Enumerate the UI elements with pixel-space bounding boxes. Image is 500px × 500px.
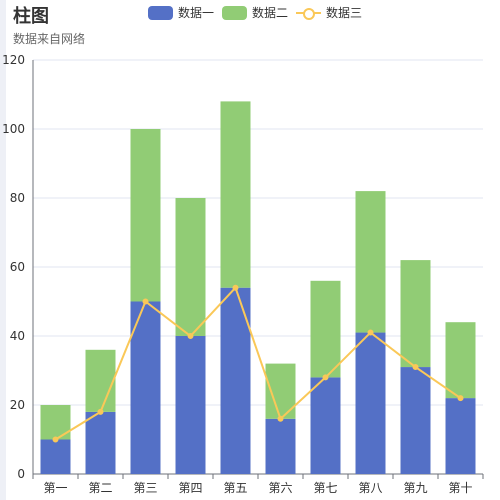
bar-series-1	[265, 418, 296, 474]
y-tick-label: 20	[10, 398, 25, 412]
legend-label-series-1: 数据一	[178, 6, 215, 20]
line-point-series-3	[322, 374, 329, 381]
left-edge-strip	[0, 0, 6, 500]
legend-item-series-1[interactable]: 数据一	[148, 4, 214, 21]
x-tick-label: 第六	[268, 481, 292, 495]
bar-series-2	[130, 129, 161, 302]
line-point-series-3	[367, 329, 374, 336]
legend-item-series-2[interactable]: 数据二	[222, 4, 288, 21]
legend-item-series-3[interactable]: 数据三	[296, 4, 362, 21]
legend-swatch-series-3	[296, 6, 322, 20]
legend-label-series-3: 数据三	[326, 6, 363, 20]
bar-series-2	[310, 280, 341, 378]
chart-title: 柱图	[13, 6, 49, 27]
x-tick-label: 第七	[313, 481, 337, 495]
bar-series-1	[40, 439, 71, 474]
y-tick-label: 40	[10, 329, 25, 343]
bar-series-1	[310, 377, 341, 474]
line-point-series-3	[277, 415, 284, 422]
x-tick-label: 第九	[403, 481, 427, 495]
line-point-series-3	[97, 408, 104, 415]
x-tick-label: 第二	[88, 481, 112, 495]
bar-series-2	[175, 198, 206, 336]
chart-subtitle: 数据来自网络	[13, 32, 86, 46]
legend-label-series-2: 数据二	[252, 6, 289, 20]
line-point-series-3	[457, 395, 464, 402]
bar-series-2	[445, 322, 476, 399]
bar-series-1	[400, 367, 431, 474]
x-tick-label: 第五	[223, 481, 247, 495]
legend-swatch-series-1	[148, 5, 173, 20]
line-point-series-3	[412, 364, 419, 371]
legend-swatch-series-2	[222, 5, 248, 20]
bar-series-1	[85, 411, 116, 474]
x-tick-label: 第八	[358, 481, 382, 495]
y-tick-label: 120	[2, 53, 25, 67]
line-point-series-3	[52, 436, 59, 443]
bar-series-1	[445, 398, 476, 474]
bar-series-2	[85, 349, 116, 412]
line-point-series-3	[187, 333, 194, 339]
y-tick-label: 0	[17, 467, 25, 481]
y-tick-label: 80	[10, 191, 25, 205]
line-series-3	[54, 285, 462, 441]
bar-series-2	[355, 191, 386, 333]
bar-series-1	[175, 336, 206, 474]
bar-series-2	[40, 405, 71, 440]
y-tick-label: 60	[10, 260, 25, 274]
bar-series-1	[130, 301, 161, 474]
bar-series-1	[355, 332, 386, 474]
bar-series-2	[220, 101, 251, 288]
chart-legend: 数据一 数据二 数据三	[148, 4, 370, 21]
y-tick-label: 100	[2, 122, 25, 136]
line-point-series-3	[142, 298, 149, 305]
x-tick-label: 第一	[43, 481, 67, 495]
line-point-series-3	[232, 284, 239, 291]
bar-series-2	[400, 260, 431, 368]
x-tick-label: 第三	[133, 481, 157, 495]
x-tick-label: 第四	[178, 481, 202, 495]
x-tick-label: 第十	[448, 481, 472, 495]
